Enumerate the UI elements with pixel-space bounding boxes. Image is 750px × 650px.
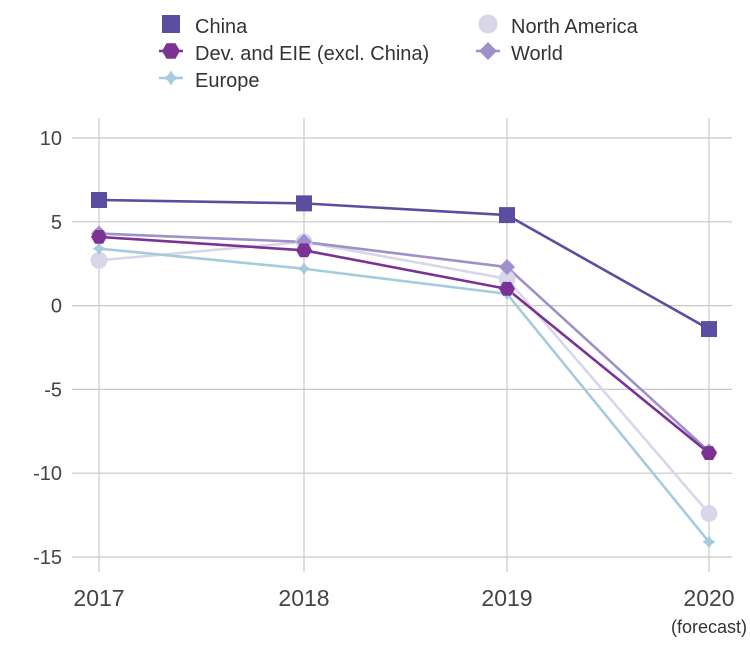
- data-point-marker: [296, 243, 312, 258]
- y-tick-label: 10: [40, 128, 62, 150]
- data-point-marker: [92, 242, 106, 256]
- data-point-marker: [90, 251, 108, 269]
- legend-label: North America: [511, 16, 639, 38]
- legend-item: China: [162, 15, 248, 38]
- legend-marker: [479, 42, 497, 60]
- series-line-dev-and-eie-excl-china: [98, 235, 710, 455]
- y-tick-label: 0: [51, 296, 62, 318]
- legend-item: North America: [478, 14, 639, 38]
- y-tick-label: -10: [33, 463, 62, 485]
- legend-label: Dev. and EIE (excl. China): [195, 43, 429, 65]
- legend-marker: [478, 14, 498, 34]
- data-point-marker: [499, 207, 515, 224]
- legend-item: Dev. and EIE (excl. China): [159, 43, 429, 65]
- data-point-marker: [701, 446, 717, 461]
- series-line-europe: [98, 247, 711, 543]
- data-point-marker: [91, 229, 107, 244]
- y-tick-label: 5: [51, 212, 62, 234]
- legend-marker: [163, 70, 179, 86]
- legend-marker: [162, 43, 180, 59]
- data-point-marker: [701, 321, 717, 338]
- x-tick-label: 2019: [481, 585, 532, 611]
- series-line-north-america: [98, 240, 710, 515]
- series-lines: [98, 198, 711, 543]
- x-tick-sublabel: (forecast): [671, 617, 747, 637]
- x-tick-label: 2018: [278, 585, 329, 611]
- legend-label: China: [195, 16, 248, 38]
- legend-label: Europe: [195, 70, 260, 92]
- series-markers: [90, 192, 718, 549]
- data-point-marker: [499, 281, 515, 296]
- data-point-marker: [702, 535, 716, 549]
- data-point-marker: [700, 504, 718, 522]
- legend-label: World: [511, 43, 563, 65]
- y-tick-label: -15: [33, 547, 62, 569]
- axes: 10 5 0 -5 -10 -15 2017 2018 2019 2020 (forecast): [33, 128, 747, 637]
- series-line-world: [98, 232, 710, 453]
- data-point-marker: [91, 192, 107, 209]
- data-point-marker: [297, 262, 311, 276]
- legend-marker: [162, 15, 180, 33]
- x-tick-label: 2017: [73, 585, 124, 611]
- legend-item: World: [476, 42, 563, 65]
- legend-item: Europe: [159, 70, 260, 92]
- data-point-marker: [296, 195, 312, 212]
- y-tick-label: -5: [44, 379, 62, 401]
- series-line-china: [98, 198, 710, 331]
- data-point-marker: [499, 259, 515, 276]
- x-tick-label: 2020: [683, 585, 734, 611]
- grid: [72, 118, 732, 572]
- legend: China Dev. and EIE (excl. China) Europe Nor…: [159, 14, 639, 92]
